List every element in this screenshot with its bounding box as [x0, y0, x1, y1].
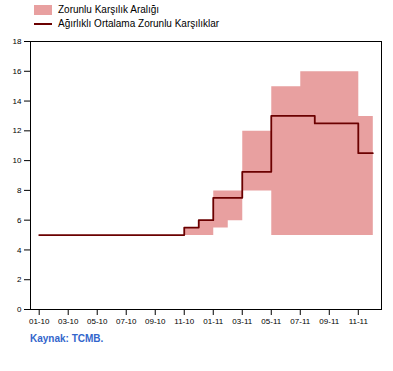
svg-text:16: 16: [13, 67, 22, 76]
svg-text:14: 14: [13, 97, 22, 106]
svg-text:4: 4: [17, 246, 22, 255]
svg-text:11-10: 11-10: [174, 317, 194, 326]
svg-text:8: 8: [17, 186, 22, 195]
svg-text:07-10: 07-10: [116, 317, 137, 326]
svg-text:0: 0: [17, 305, 22, 314]
html-text:Ağırlıklı Ortalama Zorunlu Kar: Ağırlıklı Ortalama Zorunlu Karşılıklar: [58, 18, 220, 29]
html-text:Zorunlu Karşılık Aralığı: Zorunlu Karşılık Aralığı: [58, 4, 160, 15]
svg-text:18: 18: [13, 37, 22, 46]
svg-text:03-10: 03-10: [58, 317, 79, 326]
svg-text:07-11: 07-11: [290, 317, 310, 326]
svg-text:12: 12: [13, 126, 22, 135]
svg-text:09-10: 09-10: [145, 317, 166, 326]
svg-text:01-10: 01-10: [29, 317, 50, 326]
svg-text:03-11: 03-11: [232, 317, 252, 326]
svg-text:05-10: 05-10: [87, 317, 108, 326]
svg-text:01-11: 01-11: [203, 317, 223, 326]
svg-text:09-11: 09-11: [319, 317, 339, 326]
html-text:Kaynak: TCMB.: Kaynak: TCMB.: [30, 333, 104, 344]
svg-text:2: 2: [17, 275, 22, 284]
svg-text:11-11: 11-11: [349, 317, 369, 326]
svg-text:6: 6: [17, 216, 22, 225]
svg-text:10: 10: [13, 156, 22, 165]
svg-text:05-11: 05-11: [261, 317, 281, 326]
